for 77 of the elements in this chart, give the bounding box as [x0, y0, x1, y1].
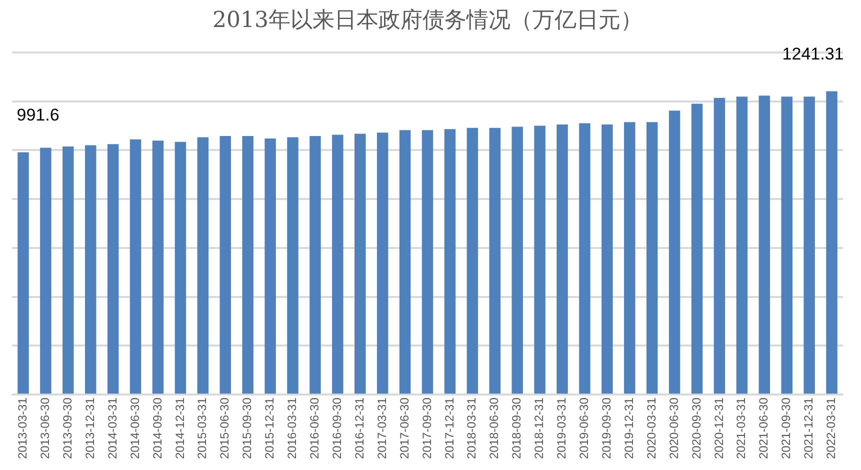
x-tick-label: 2014-03-31 — [105, 397, 120, 460]
bar — [826, 91, 838, 394]
bar — [152, 140, 164, 394]
bar — [197, 137, 209, 394]
bar — [62, 146, 74, 394]
x-tick-label: 2018-12-31 — [532, 397, 546, 460]
x-tick-label: 2016-12-31 — [352, 397, 366, 460]
bar — [758, 96, 770, 394]
x-tick-label: 2015-09-30 — [240, 397, 254, 460]
bar — [534, 126, 546, 394]
bar — [556, 124, 568, 394]
bar — [354, 134, 366, 394]
bar — [107, 144, 119, 394]
x-tick-label: 2015-03-31 — [195, 397, 210, 460]
bar — [287, 137, 298, 394]
x-tick-label: 2016-09-30 — [330, 397, 344, 460]
bar — [264, 138, 276, 394]
x-tick-label: 2020-09-30 — [689, 397, 704, 460]
x-tick-label: 2014-06-30 — [128, 397, 142, 460]
bar — [781, 96, 792, 394]
bar — [624, 122, 636, 394]
x-tick-label: 2017-03-31 — [374, 397, 389, 460]
x-tick-label: 2015-06-30 — [218, 397, 232, 460]
x-tick-label: 2019-03-31 — [554, 397, 569, 460]
x-tick-label: 2018-06-30 — [487, 397, 502, 460]
bar — [310, 136, 321, 394]
bar — [512, 126, 523, 394]
x-tick-label: 2020-06-30 — [666, 397, 681, 460]
x-tick-label: 2021-12-31 — [802, 397, 816, 460]
bar — [130, 139, 142, 394]
bar — [399, 130, 411, 394]
x-tick-label: 2013-12-31 — [82, 397, 97, 460]
bar — [691, 104, 703, 394]
x-tick-label: 2022-03-31 — [824, 397, 838, 460]
bar — [376, 132, 388, 394]
x-tick-label: 2021-06-30 — [756, 397, 771, 460]
bar — [174, 142, 186, 394]
x-tick-label: 2020-12-31 — [712, 397, 726, 460]
data-label: 1241.31 — [782, 44, 844, 64]
bar — [579, 123, 590, 394]
x-tick-label: 2019-06-30 — [577, 397, 592, 460]
x-tick-label: 2021-03-31 — [734, 397, 748, 460]
bar — [422, 130, 434, 394]
x-tick-label: 2013-09-30 — [60, 397, 74, 460]
bar — [602, 124, 613, 394]
x-tick-label: 2013-06-30 — [38, 397, 52, 460]
bar — [220, 136, 231, 394]
data-label: 991.6 — [16, 105, 60, 124]
bar — [84, 145, 96, 394]
x-tick-label: 2017-12-31 — [442, 397, 456, 460]
x-tick-label: 2017-09-30 — [420, 397, 434, 460]
x-tick-label: 2016-06-30 — [308, 397, 322, 460]
x-tick-label: 2018-09-30 — [510, 397, 524, 460]
x-tick-label: 2013-03-31 — [16, 397, 30, 460]
bar — [736, 96, 748, 394]
x-tick-label: 2021-09-30 — [779, 397, 794, 460]
x-tick-label: 2019-09-30 — [599, 397, 614, 460]
chart-title: 2013年以来日本政府债务情况（万亿日元） — [212, 8, 642, 33]
bar — [332, 134, 344, 394]
bar — [466, 128, 478, 394]
bar — [40, 148, 52, 394]
x-tick-label: 2015-12-31 — [262, 397, 277, 460]
x-tick-label: 2019-12-31 — [622, 397, 636, 460]
x-tick-label: 2014-12-31 — [172, 397, 187, 460]
x-tick-label: 2020-03-31 — [644, 397, 658, 460]
x-tick-label: 2018-03-31 — [464, 397, 479, 460]
bar — [18, 152, 29, 394]
bar — [804, 96, 815, 394]
bar — [242, 136, 254, 394]
x-tick-label: 2016-03-31 — [285, 397, 300, 460]
bar — [444, 129, 456, 394]
bar — [668, 110, 680, 394]
bar — [646, 122, 658, 394]
bar — [714, 98, 726, 394]
bar — [489, 128, 500, 394]
x-tick-label: 2014-09-30 — [150, 397, 164, 460]
x-tick-label: 2017-06-30 — [397, 397, 412, 460]
